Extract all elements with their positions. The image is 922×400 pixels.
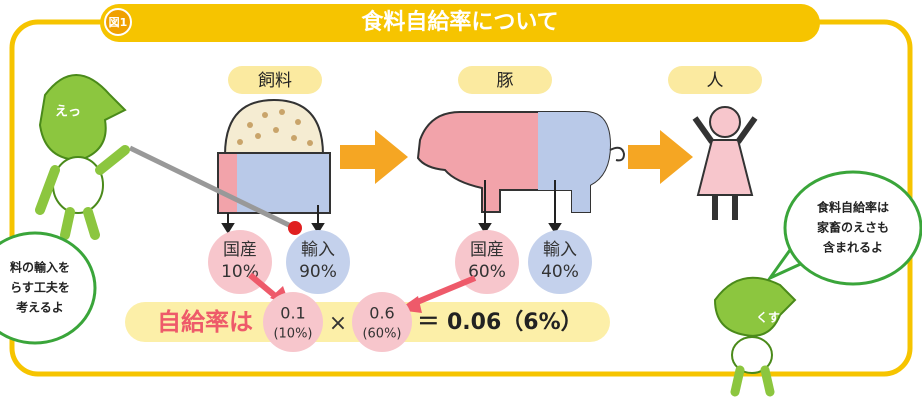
stage-label: 人 [707, 71, 724, 91]
bubble-line: らす工夫を [10, 280, 70, 295]
stage-label: 飼料 [258, 71, 292, 91]
bubble-line: 家畜のえさも [817, 220, 889, 235]
bubble-line: 料の輸入を [10, 260, 70, 275]
formula-result: ＝ 0.06（6%） [417, 310, 582, 335]
figure-label: 図1 [109, 15, 128, 29]
title: 食料自給率について [361, 9, 558, 35]
factor-value: 0.1 [280, 304, 305, 323]
character-label: えっ [55, 105, 81, 120]
breakdown-label: 国産 [223, 240, 257, 260]
formula-lead: 自給率は [157, 308, 253, 336]
character-label: くす [756, 311, 780, 325]
breakdown-label: 国産 [470, 240, 504, 260]
bubble-line: 考えるよ [16, 300, 64, 315]
factor-percent: (60%) [362, 327, 401, 342]
bubble-line: 食料自給率は [816, 200, 889, 215]
operator: × [329, 311, 347, 336]
breakdown-share: 40% [541, 262, 579, 282]
pointer-tip [288, 221, 302, 235]
breakdown-label: 輸入 [301, 240, 335, 260]
bubble-line: 含まれるよ [823, 240, 883, 255]
factor-value: 0.6 [369, 304, 394, 323]
stage-label: 豚 [497, 71, 514, 91]
diagram: 図1 食料自給率について 飼料 豚 人 国産 10% 輸入 90% 国産 60% [0, 0, 922, 400]
factor-percent: (10%) [273, 327, 312, 342]
breakdown-label: 輸入 [543, 240, 577, 260]
feed-domestic-part [219, 154, 237, 212]
breakdown-share: 90% [299, 262, 337, 282]
